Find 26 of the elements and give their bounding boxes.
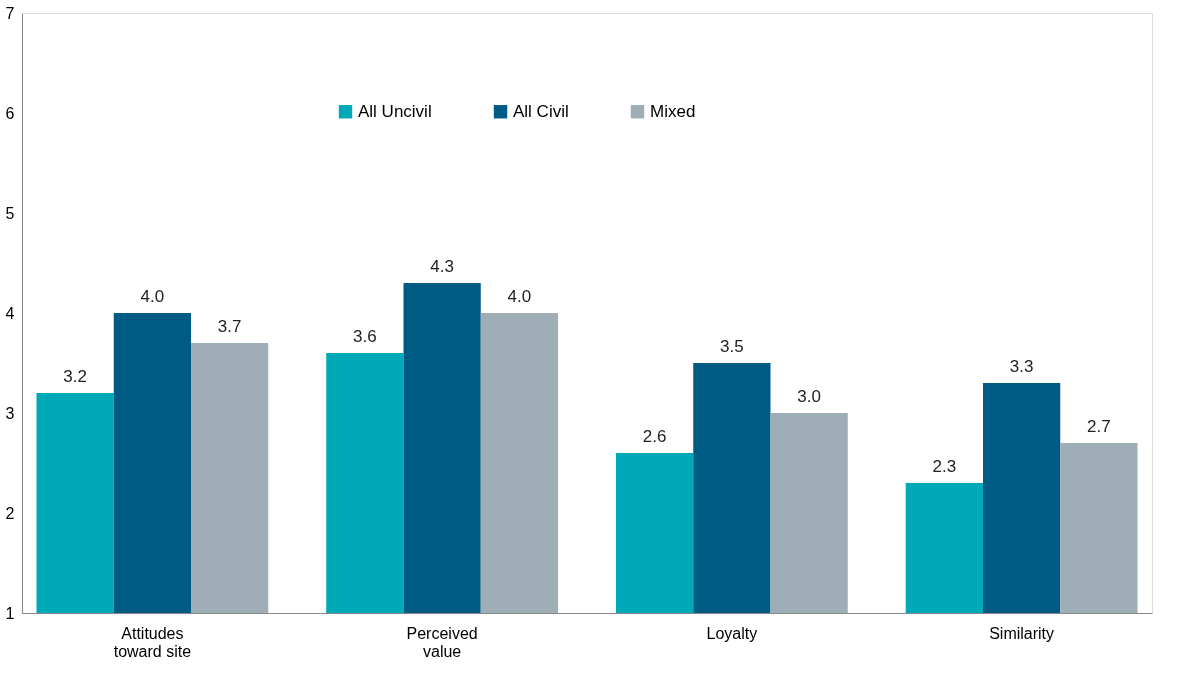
y-tick-label: 2 [5,504,15,522]
data-label: 2.7 [1087,417,1111,436]
y-tick-label: 3 [5,404,15,422]
data-label: 2.6 [642,427,667,446]
y-tick-label: 5 [5,204,15,222]
data-label: 3.6 [353,327,377,346]
y-tick-label: 6 [5,104,15,122]
x-tick-label: Perceived value [406,624,478,660]
data-label: 3.2 [63,367,87,386]
legend-label: All Civil [513,101,569,121]
x-tick-label: Loyalty [706,624,758,642]
data-label: 3.0 [797,387,821,406]
x-tick-label: Attitudes toward site [113,624,192,660]
y-tick-label: 7 [5,4,15,22]
data-label: 3.5 [720,337,744,356]
data-label: 3.3 [1009,357,1034,376]
y-tick-label: 4 [5,304,15,322]
data-label: 3.7 [217,317,242,336]
data-label: 2.3 [932,457,957,476]
data-label: 4.3 [430,257,454,276]
x-tick-label: Similarity [989,624,1055,642]
legend-label: Mixed [650,101,696,121]
y-tick-label: 1 [5,604,15,622]
data-label: 4.0 [507,287,532,306]
data-label: 4.0 [140,287,165,306]
legend-label: All Uncivil [358,101,432,121]
